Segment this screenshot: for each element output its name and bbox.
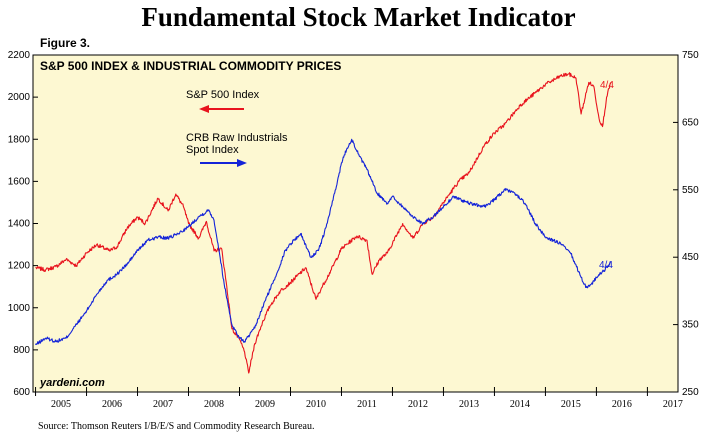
crb-line (35, 138, 612, 346)
x-axis: 2005 2006 2007 2008 2009 2010 2011 2012 2013 2014… (35, 387, 683, 410)
legend-crb-label-line1: CRB Raw Industrials (186, 132, 288, 144)
plot-area (32, 54, 679, 393)
y-left-tick-label: 2200 (8, 50, 31, 61)
y-left-tick-label: 1400 (8, 219, 31, 230)
sp500-line (35, 72, 612, 374)
x-tick-label: 2005 (51, 399, 71, 410)
x-tick-label: 2013 (459, 399, 479, 410)
chart-title: S&P 500 INDEX & INDUSTRIAL COMMODITY PRI… (40, 59, 341, 73)
x-tick-label: 2009 (255, 399, 275, 410)
y-left-tick-label: 1200 (8, 261, 31, 272)
legend-sp500-label: S&P 500 Index (186, 89, 260, 101)
x-tick-label: 2012 (408, 399, 428, 410)
y-right-tick-label: 250 (682, 387, 699, 398)
y-left-tick-label: 1600 (8, 176, 31, 187)
sp500-end-label: 4/4 (600, 80, 614, 91)
legend-sp500-arrow (199, 105, 244, 113)
watermark: yardeni.com (39, 377, 105, 389)
y-right-tick-label: 650 (682, 117, 699, 128)
y-left-tick-label: 1000 (8, 303, 31, 314)
crb-end-label: 4/4 (599, 260, 613, 271)
x-tick-label: 2014 (510, 399, 530, 410)
x-tick-label: 2017 (663, 399, 683, 410)
y-right-tick-label: 350 (682, 320, 699, 331)
source-note: Source: Thomson Reuters I/B/E/S and Comm… (38, 421, 315, 432)
y-right-tick-label: 750 (682, 50, 699, 61)
y-left-tick-label: 800 (13, 345, 30, 356)
series-layer (35, 72, 612, 374)
legend-crb-arrow (200, 159, 247, 167)
y-axis-right: 250 350 450 550 650 750 (673, 50, 699, 398)
y-left-tick-label: 600 (13, 387, 30, 398)
y-left-tick-label: 1800 (8, 134, 31, 145)
figure-label: Figure 3. (40, 36, 91, 50)
legend-crb-label-line2: Spot Index (186, 144, 239, 156)
x-tick-label: 2007 (153, 399, 173, 410)
y-right-tick-label: 550 (682, 185, 699, 196)
x-tick-label: 2010 (306, 399, 326, 410)
page-title: Fundamental Stock Market Indicator (141, 2, 576, 32)
x-tick-label: 2006 (102, 399, 122, 410)
x-tick-label: 2011 (357, 399, 377, 410)
y-right-tick-label: 450 (682, 252, 699, 263)
y-left-tick-label: 2000 (8, 92, 31, 103)
x-tick-label: 2008 (204, 399, 224, 410)
x-tick-label: 2015 (561, 399, 581, 410)
x-tick-label: 2016 (612, 399, 632, 410)
